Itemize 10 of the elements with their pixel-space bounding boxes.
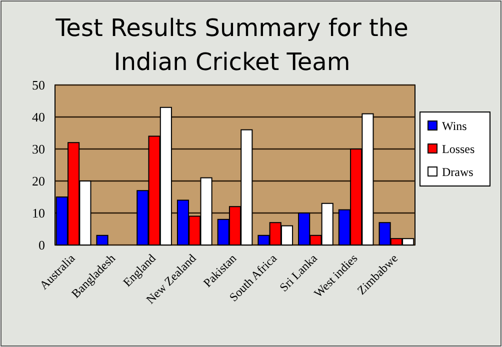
y-tick-label: 0 bbox=[38, 238, 45, 253]
y-tick-label: 40 bbox=[32, 110, 45, 125]
legend-label: Draws bbox=[442, 165, 474, 179]
y-tick-label: 50 bbox=[32, 78, 45, 93]
legend-label: Wins bbox=[442, 119, 468, 133]
chart-title: Test Results Summary for the Indian Cricket Team bbox=[54, 14, 408, 76]
y-tick-label: 30 bbox=[32, 142, 45, 157]
legend-label: Losses bbox=[442, 142, 475, 156]
y-tick-label: 10 bbox=[32, 206, 45, 221]
y-tick-label: 20 bbox=[32, 174, 45, 189]
